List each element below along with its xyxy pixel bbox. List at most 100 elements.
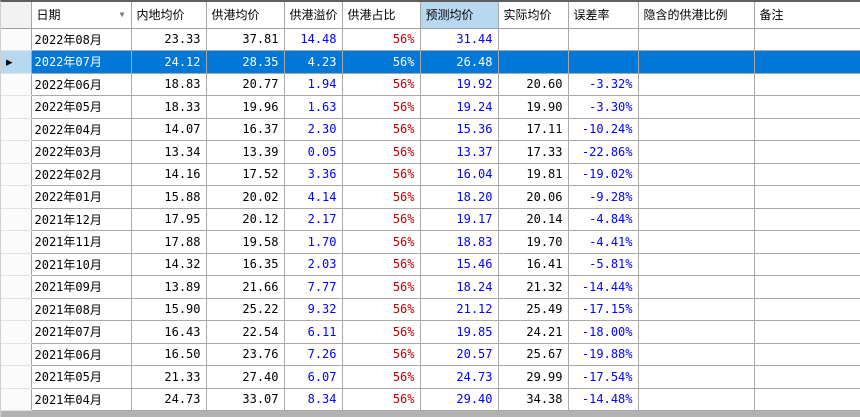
cell-remark[interactable]: [754, 208, 860, 231]
cell-hk_avg[interactable]: 28.35: [206, 50, 285, 74]
row-header[interactable]: [1, 230, 32, 254]
cell-mainland_avg[interactable]: 24.73: [131, 388, 207, 411]
cell-actual_avg[interactable]: 20.06: [498, 185, 569, 209]
cell-date[interactable]: 2022年02月: [31, 163, 132, 186]
cell-mainland_avg[interactable]: 18.33: [131, 95, 207, 119]
cell-error_rate[interactable]: -14.48%: [568, 388, 639, 411]
cell-mainland_avg[interactable]: 15.88: [131, 185, 207, 209]
cell-implied_hk_ratio[interactable]: [638, 298, 755, 321]
cell-error_rate[interactable]: -22.86%: [568, 140, 639, 164]
row-header[interactable]: [1, 73, 32, 96]
cell-hk_share[interactable]: 56%: [342, 73, 421, 96]
cell-implied_hk_ratio[interactable]: [638, 365, 755, 389]
cell-hk_share[interactable]: 56%: [342, 140, 421, 164]
cell-forecast_avg[interactable]: 19.85: [420, 320, 499, 344]
cell-actual_avg[interactable]: 19.90: [498, 95, 569, 119]
cell-hk_share[interactable]: 56%: [342, 230, 421, 254]
cell-remark[interactable]: [754, 28, 860, 51]
cell-mainland_avg[interactable]: 21.33: [131, 365, 207, 389]
cell-date[interactable]: 2022年07月: [31, 50, 132, 74]
cell-hk_premium[interactable]: 6.07: [284, 365, 343, 389]
cell-error_rate[interactable]: -4.41%: [568, 230, 639, 254]
cell-remark[interactable]: [754, 320, 860, 344]
cell-implied_hk_ratio[interactable]: [638, 208, 755, 231]
cell-hk_share[interactable]: 56%: [342, 50, 421, 74]
cell-hk_avg[interactable]: 37.81: [206, 28, 285, 51]
cell-hk_premium[interactable]: 1.70: [284, 230, 343, 254]
cell-implied_hk_ratio[interactable]: [638, 230, 755, 254]
cell-remark[interactable]: [754, 73, 860, 96]
cell-forecast_avg[interactable]: 26.48: [420, 50, 499, 74]
cell-remark[interactable]: [754, 140, 860, 164]
cell-actual_avg[interactable]: 24.21: [498, 320, 569, 344]
cell-implied_hk_ratio[interactable]: [638, 320, 755, 344]
cell-hk_avg[interactable]: 17.52: [206, 163, 285, 186]
column-header-implied_hk_ratio[interactable]: 隐含的供港比例: [638, 2, 755, 29]
cell-hk_avg[interactable]: 16.37: [206, 118, 285, 141]
cell-forecast_avg[interactable]: 13.37: [420, 140, 499, 164]
column-header-hk_premium[interactable]: 供港溢价: [284, 2, 343, 29]
cell-hk_share[interactable]: 56%: [342, 275, 421, 299]
cell-error_rate[interactable]: -19.88%: [568, 343, 639, 366]
cell-error_rate[interactable]: [568, 28, 639, 51]
cell-mainland_avg[interactable]: 17.88: [131, 230, 207, 254]
cell-hk_avg[interactable]: 22.54: [206, 320, 285, 344]
cell-error_rate[interactable]: -3.30%: [568, 95, 639, 119]
cell-date[interactable]: 2021年10月: [31, 253, 132, 276]
row-header[interactable]: [1, 343, 32, 366]
column-header-mainland_avg[interactable]: 内地均价: [131, 2, 207, 29]
cell-date[interactable]: 2022年04月: [31, 118, 132, 141]
cell-remark[interactable]: [754, 388, 860, 411]
cell-hk_premium[interactable]: 2.30: [284, 118, 343, 141]
cell-implied_hk_ratio[interactable]: [638, 253, 755, 276]
cell-mainland_avg[interactable]: 13.34: [131, 140, 207, 164]
cell-remark[interactable]: [754, 95, 860, 119]
cell-forecast_avg[interactable]: 19.24: [420, 95, 499, 119]
cell-date[interactable]: 2022年03月: [31, 140, 132, 164]
cell-remark[interactable]: [754, 275, 860, 299]
cell-hk_avg[interactable]: 19.96: [206, 95, 285, 119]
cell-hk_premium[interactable]: 3.36: [284, 163, 343, 186]
cell-date[interactable]: 2021年09月: [31, 275, 132, 299]
row-header[interactable]: ▶: [1, 50, 32, 74]
cell-error_rate[interactable]: -17.54%: [568, 365, 639, 389]
cell-implied_hk_ratio[interactable]: [638, 73, 755, 96]
cell-remark[interactable]: [754, 230, 860, 254]
row-header[interactable]: [1, 28, 32, 51]
cell-error_rate[interactable]: -5.81%: [568, 253, 639, 276]
cell-remark[interactable]: [754, 343, 860, 366]
cell-hk_avg[interactable]: 21.66: [206, 275, 285, 299]
cell-mainland_avg[interactable]: 14.16: [131, 163, 207, 186]
cell-hk_avg[interactable]: 23.76: [206, 343, 285, 366]
row-header[interactable]: [1, 365, 32, 389]
cell-date[interactable]: 2022年06月: [31, 73, 132, 96]
cell-mainland_avg[interactable]: 23.33: [131, 28, 207, 51]
cell-hk_share[interactable]: 56%: [342, 320, 421, 344]
cell-mainland_avg[interactable]: 16.50: [131, 343, 207, 366]
cell-implied_hk_ratio[interactable]: [638, 343, 755, 366]
cell-remark[interactable]: [754, 118, 860, 141]
cell-forecast_avg[interactable]: 24.73: [420, 365, 499, 389]
cell-mainland_avg[interactable]: 15.90: [131, 298, 207, 321]
cell-hk_share[interactable]: 56%: [342, 365, 421, 389]
cell-implied_hk_ratio[interactable]: [638, 95, 755, 119]
cell-mainland_avg[interactable]: 14.07: [131, 118, 207, 141]
cell-hk_avg[interactable]: 13.39: [206, 140, 285, 164]
cell-hk_premium[interactable]: 1.94: [284, 73, 343, 96]
row-header[interactable]: [1, 275, 32, 299]
cell-actual_avg[interactable]: 29.99: [498, 365, 569, 389]
cell-implied_hk_ratio[interactable]: [638, 275, 755, 299]
cell-remark[interactable]: [754, 365, 860, 389]
row-header[interactable]: [1, 208, 32, 231]
cell-hk_premium[interactable]: 0.05: [284, 140, 343, 164]
cell-error_rate[interactable]: -4.84%: [568, 208, 639, 231]
cell-remark[interactable]: [754, 185, 860, 209]
cell-hk_avg[interactable]: 25.22: [206, 298, 285, 321]
column-header-hk_share[interactable]: 供港占比: [342, 2, 421, 29]
cell-hk_share[interactable]: 56%: [342, 28, 421, 51]
cell-actual_avg[interactable]: 34.38: [498, 388, 569, 411]
row-header[interactable]: [1, 320, 32, 344]
cell-actual_avg[interactable]: 19.81: [498, 163, 569, 186]
cell-hk_share[interactable]: 56%: [342, 118, 421, 141]
cell-hk_avg[interactable]: 27.40: [206, 365, 285, 389]
